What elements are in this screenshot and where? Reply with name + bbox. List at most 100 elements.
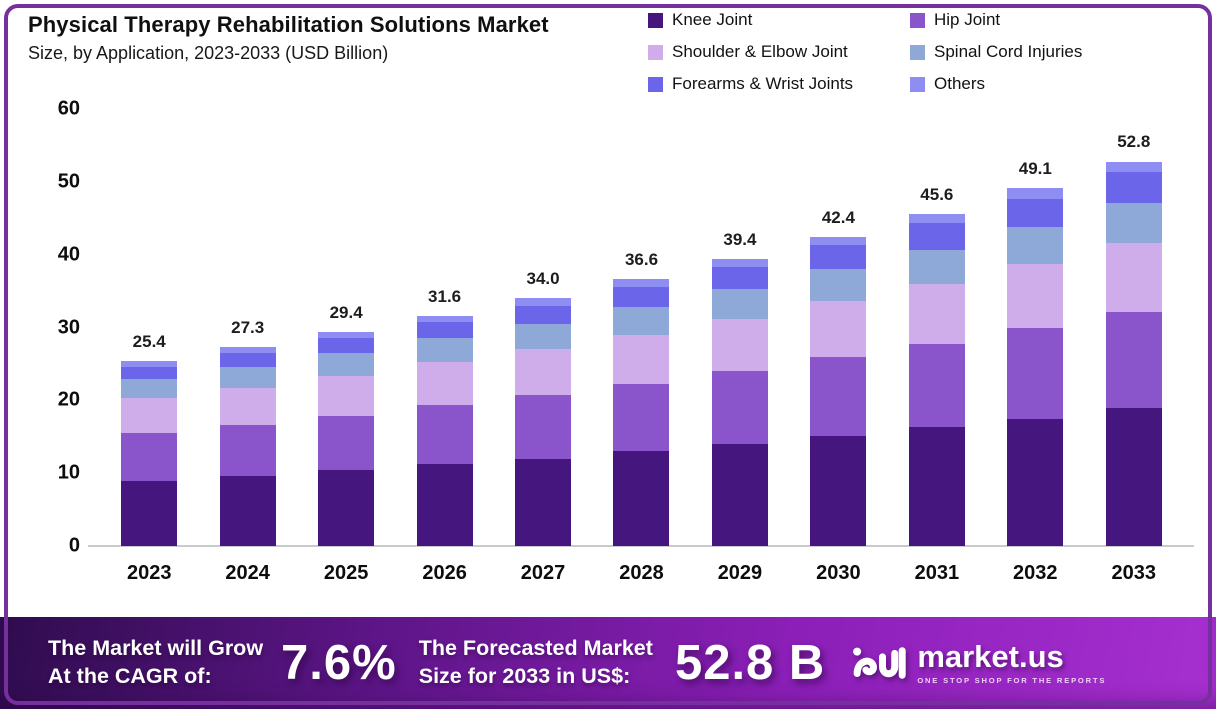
bar-segment-others xyxy=(810,237,867,246)
bar-segment-hip-joint xyxy=(219,425,276,477)
bar-segment-knee-joint xyxy=(416,464,473,546)
bar-segment-knee-joint xyxy=(711,444,768,546)
legend-item-hip-joint: Hip Joint xyxy=(910,10,1082,30)
bar-segment-knee-joint xyxy=(613,451,670,546)
bar-segment-hip-joint xyxy=(810,357,867,437)
bar-segment-shoulder-and-elbow-joint xyxy=(711,318,768,372)
bar-total-label-2023: 25.4 xyxy=(132,332,166,352)
x-tick-2031: 2031 xyxy=(914,562,960,584)
bar-2023 xyxy=(121,361,178,546)
bar-slot-2027: 34.0 2027 xyxy=(494,109,592,584)
bar-segment-others xyxy=(613,279,670,287)
chart-legend: Knee Joint Hip Joint Shoulder & Elbow Join… xyxy=(648,10,1082,94)
bar-segment-forearms-and-wrist-joints xyxy=(318,337,375,354)
bar-2027 xyxy=(515,298,572,546)
bar-slot-2023: 25.4 2023 xyxy=(100,109,198,584)
brand-tagline: ONE STOP SHOP FOR THE REPORTS xyxy=(917,676,1107,685)
bar-segment-spinal-cord-injuries xyxy=(711,288,768,319)
cagr-value: 7.6% xyxy=(281,636,397,690)
bar-total-label-2027: 34.0 xyxy=(526,269,560,289)
market-us-logo: market.us ONE STOP SHOP FOR THE REPORTS xyxy=(851,641,1106,685)
bar-segment-hip-joint xyxy=(613,383,670,452)
bar-segment-hip-joint xyxy=(1007,328,1064,419)
bar-segment-spinal-cord-injuries xyxy=(613,307,670,335)
x-tick-2027: 2027 xyxy=(520,562,566,584)
legend-swatch-knee-joint xyxy=(648,12,663,28)
bar-segment-others xyxy=(416,315,473,323)
bar-segment-hip-joint xyxy=(1105,311,1162,409)
bar-total-label-2030: 42.4 xyxy=(821,208,855,228)
bar-segment-hip-joint xyxy=(908,343,965,428)
bar-total-label-2024: 27.3 xyxy=(231,318,265,338)
bar-total-label-2028: 36.6 xyxy=(624,250,659,270)
bar-segment-spinal-cord-injuries xyxy=(515,323,572,350)
bar-segment-forearms-and-wrist-joints xyxy=(1007,198,1064,228)
brand-name: market.us xyxy=(917,639,1064,674)
bar-segment-forearms-and-wrist-joints xyxy=(810,245,867,270)
bar-segment-spinal-cord-injuries xyxy=(219,366,276,388)
market-us-logo-mark-icon xyxy=(853,647,906,679)
bar-slot-2026: 31.6 2026 xyxy=(395,109,493,584)
legend-label: Others xyxy=(934,74,986,93)
x-tick-2029: 2029 xyxy=(717,562,763,584)
bar-segment-others xyxy=(121,361,178,367)
x-tick-2032: 2032 xyxy=(1013,562,1058,584)
bar-segment-spinal-cord-injuries xyxy=(121,379,178,399)
forecast-label-line2: Size for 2033 in US$: xyxy=(418,664,631,688)
legend-label: Shoulder & Elbow Joint xyxy=(672,42,848,61)
bar-segment-others xyxy=(515,298,572,306)
y-tick-30: 30 xyxy=(57,316,80,338)
bar-segment-forearms-and-wrist-joints xyxy=(613,286,670,308)
bar-segment-others xyxy=(711,259,768,268)
legend-swatch-shoulder-and-elbow-joint xyxy=(648,44,663,60)
bar-segment-forearms-and-wrist-joints xyxy=(121,366,178,380)
bar-segment-shoulder-and-elbow-joint xyxy=(318,375,375,416)
x-tick-2024: 2024 xyxy=(225,562,270,584)
bar-segment-shoulder-and-elbow-joint xyxy=(1105,243,1162,312)
bar-segment-knee-joint xyxy=(810,436,867,546)
y-tick-20: 20 xyxy=(57,388,80,411)
bar-2026 xyxy=(416,315,473,546)
bar-segment-shoulder-and-elbow-joint xyxy=(515,349,572,396)
legend-item-spinal-cord-injuries: Spinal Cord Injuries xyxy=(910,42,1082,62)
bar-2029 xyxy=(711,259,768,546)
bar-segment-others xyxy=(318,331,375,338)
bar-2025 xyxy=(318,331,375,546)
bar-slot-2032: 49.1 2032 xyxy=(986,109,1084,584)
bar-slot-2031: 45.6 2031 xyxy=(888,109,986,584)
bar-2028 xyxy=(613,279,670,546)
bar-segment-knee-joint xyxy=(121,481,178,546)
x-tick-2033: 2033 xyxy=(1111,562,1157,584)
bar-segment-spinal-cord-injuries xyxy=(1105,203,1162,244)
bar-total-label-2029: 39.4 xyxy=(723,230,757,250)
bar-segment-knee-joint xyxy=(908,427,965,546)
brand-text-block: market.us ONE STOP SHOP FOR THE REPORTS xyxy=(917,641,1106,685)
y-tick-0: 0 xyxy=(68,534,80,557)
legend-label: Spinal Cord Injuries xyxy=(934,42,1083,61)
bar-segment-spinal-cord-injuries xyxy=(1007,227,1064,265)
x-tick-2025: 2025 xyxy=(323,562,369,584)
bar-segment-hip-joint xyxy=(515,395,572,459)
bar-segment-forearms-and-wrist-joints xyxy=(219,353,276,367)
y-tick-50: 50 xyxy=(57,170,80,193)
bar-segment-forearms-and-wrist-joints xyxy=(515,305,572,324)
bar-segment-shoulder-and-elbow-joint xyxy=(416,362,473,406)
forecast-label-line1: The Forecasted Market xyxy=(418,636,653,661)
bar-segment-shoulder-and-elbow-joint xyxy=(1007,264,1064,329)
bar-slot-2030: 42.4 2030 xyxy=(789,109,887,584)
y-tick-10: 10 xyxy=(57,461,80,484)
bar-2032 xyxy=(1007,188,1064,546)
cagr-label-line2: At the CAGR of: xyxy=(48,664,212,688)
plot-area: 25.4 2023 27.3 2024 29.4 2025 31.6 2026 34.0 2027… xyxy=(100,109,1183,584)
legend-item-shoulder-and-elbow-joint: Shoulder & Elbow Joint xyxy=(648,42,910,62)
bar-total-label-2026: 31.6 xyxy=(428,286,462,306)
bar-segment-others xyxy=(219,347,276,354)
bar-total-label-2033: 52.8 xyxy=(1117,132,1151,152)
cagr-label-line1: The Market will Grow xyxy=(48,636,264,661)
bar-slot-2025: 29.4 2025 xyxy=(297,109,395,584)
forecast-value: 52.8 B xyxy=(674,636,826,690)
bar-2031 xyxy=(908,213,965,546)
legend-label: Hip Joint xyxy=(934,10,1001,29)
bar-2030 xyxy=(810,237,867,546)
